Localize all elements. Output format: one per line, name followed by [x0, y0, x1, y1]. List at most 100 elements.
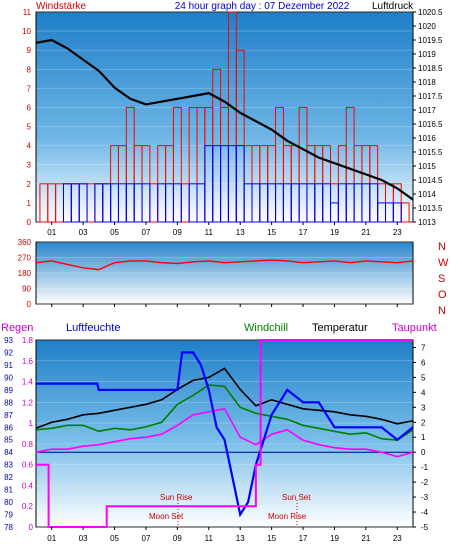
- x-tick-label: 09: [173, 534, 182, 543]
- rain-tick-label: 1.8: [22, 336, 34, 345]
- x-tick-label: 11: [205, 228, 214, 237]
- temp-tick-label: -4: [421, 508, 429, 517]
- x-tick-label: 13: [236, 228, 245, 237]
- humidity-tick-label: 91: [4, 361, 13, 370]
- temp-tick-label: 7: [421, 343, 426, 352]
- y2-tick-label: 1017.5: [418, 92, 443, 101]
- temp-tick-label: -3: [421, 493, 429, 502]
- y-tick-label: 270: [18, 254, 32, 263]
- y-tick-label: 180: [18, 269, 32, 278]
- rain-tick-label: 0.4: [22, 481, 34, 490]
- x-tick-label: 21: [361, 534, 370, 543]
- wind-strength-label: Windstärke: [36, 1, 86, 12]
- pressure-line: [35, 38, 414, 201]
- humidity-tick-label: 89: [4, 386, 13, 395]
- temp-tick-label: 3: [421, 403, 426, 412]
- direction-panel: [35, 241, 414, 305]
- dir-letter-n2: N: [438, 305, 446, 317]
- y2-tick-label: 1016.5: [418, 120, 443, 129]
- y2-tick-label: 1013.5: [418, 204, 443, 213]
- temp-tick-label: 5: [421, 373, 426, 382]
- humidity-tick-label: 85: [4, 436, 13, 445]
- x-tick-label: 05: [110, 534, 119, 543]
- x-tick-label: 19: [330, 534, 339, 543]
- direction-line: [35, 259, 414, 271]
- y2-tick-label: 1015.5: [418, 148, 443, 157]
- y-tick-label: 0: [27, 218, 32, 227]
- rain-tick-label: 1.4: [22, 378, 34, 387]
- x-tick-label: 07: [142, 534, 151, 543]
- pressure-label: Luftdruck: [372, 1, 414, 12]
- rain-tick-label: 0: [29, 523, 34, 532]
- y-tick-label: 1: [27, 199, 32, 208]
- y2-tick-label: 1019.5: [418, 36, 443, 45]
- temp-tick-label: 2: [421, 418, 426, 427]
- y2-tick-label: 1016: [418, 134, 436, 143]
- taupunkt-label: Taupunkt: [392, 322, 437, 334]
- humidity-tick-label: 81: [4, 486, 13, 495]
- windchill-label: Windchill: [244, 322, 288, 334]
- humidity-tick-label: 79: [4, 511, 13, 520]
- temp-tick-label: -1: [421, 463, 429, 472]
- x-tick-label: 07: [142, 228, 151, 237]
- regen-label: Regen: [1, 322, 33, 334]
- chart-title: 24 hour graph day : 07 Dezember 2022: [175, 1, 350, 12]
- x-tick-label: 15: [267, 534, 276, 543]
- x-tick-label: 11: [205, 534, 214, 543]
- rain-tick-label: 1.2: [22, 398, 34, 407]
- x-tick-label: 01: [47, 534, 56, 543]
- luftfeuchte-label: Luftfeuchte: [66, 322, 120, 334]
- y2-tick-label: 1015: [418, 162, 436, 171]
- sun-set-text: Sun Set: [282, 493, 311, 502]
- y-tick-label: 0: [27, 300, 32, 309]
- temp-tick-label: 6: [421, 358, 426, 367]
- wind-plot: 0123456789101110131013.510141014.5101510…: [22, 8, 443, 237]
- wind-panel: [35, 11, 414, 223]
- x-tick-label: 09: [173, 228, 182, 237]
- dir-letter-s: S: [438, 273, 445, 285]
- humidity-tick-label: 82: [4, 473, 13, 482]
- direction-plot: 0 90 180 270 360: [18, 238, 414, 309]
- y-tick-label: 7: [27, 84, 32, 93]
- humidity-tick-label: 86: [4, 423, 13, 432]
- y2-tick-label: 1014.5: [418, 176, 443, 185]
- x-tick-label: 01: [47, 228, 56, 237]
- moon-rise-text: Moon Rise: [268, 512, 307, 521]
- x-tick-label: 17: [299, 534, 308, 543]
- y2-tick-label: 1020: [418, 22, 436, 31]
- temp-tick-label: -2: [421, 478, 429, 487]
- humidity-tick-label: 92: [4, 348, 13, 357]
- x-tick-label: 05: [110, 228, 119, 237]
- y2-tick-label: 1013: [418, 218, 436, 227]
- rain-tick-label: 0.8: [22, 440, 34, 449]
- temperature-plot: 78 79 80 81 82 83 84 85 86 87 88 89 90 91 92 93 0 0.2 0.4 0…: [4, 336, 429, 543]
- series-regen-line: [36, 339, 413, 528]
- x-tick-label: 23: [393, 228, 402, 237]
- x-tick-label: 23: [393, 534, 402, 543]
- temp-tick-label: 1: [421, 433, 426, 442]
- humidity-tick-label: 78: [4, 523, 13, 532]
- x-tick-label: 03: [79, 534, 88, 543]
- x-tick-label: 21: [361, 228, 370, 237]
- x-tick-label: 03: [79, 228, 88, 237]
- y2-tick-label: 1017: [418, 106, 436, 115]
- y-tick-label: 10: [22, 27, 31, 36]
- y2-tick-label: 1018: [418, 78, 436, 87]
- temp-tick-label: 0: [421, 448, 426, 457]
- x-tick-label: 17: [299, 228, 308, 237]
- dir-letter-w: W: [438, 257, 449, 269]
- humidity-tick-label: 93: [4, 336, 13, 345]
- moon-set-text: Moon Set: [149, 512, 184, 521]
- dir-letter-n1: N: [438, 241, 446, 253]
- temp-tick-label: -5: [421, 523, 429, 532]
- humidity-tick-label: 84: [4, 448, 13, 457]
- y-tick-label: 2: [27, 180, 32, 189]
- y-tick-label: 3: [27, 161, 32, 170]
- y-tick-label: 11: [23, 8, 32, 17]
- series-taupunkt-line: [35, 407, 414, 458]
- rain-tick-label: 0.2: [22, 502, 34, 511]
- humidity-tick-label: 87: [4, 411, 13, 420]
- y-tick-label: 8: [27, 65, 32, 74]
